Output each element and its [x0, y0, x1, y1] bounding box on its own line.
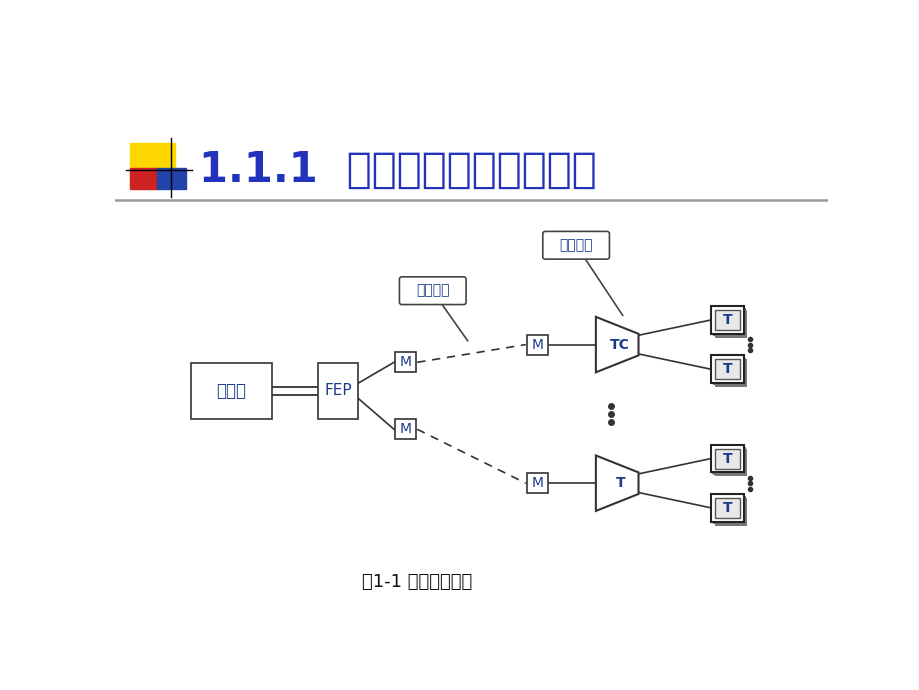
Bar: [712, 308, 745, 336]
Text: T: T: [721, 313, 732, 327]
Text: 1.1.1  面向终端的计算机网络: 1.1.1 面向终端的计算机网络: [199, 149, 596, 191]
FancyBboxPatch shape: [399, 277, 466, 304]
Text: 远程高速: 远程高速: [415, 284, 449, 297]
Bar: [714, 497, 739, 518]
Text: FEP: FEP: [324, 384, 352, 398]
Bar: [394, 353, 416, 373]
Bar: [714, 359, 746, 387]
Bar: [714, 448, 739, 469]
Text: T: T: [721, 451, 732, 466]
Bar: [714, 497, 746, 526]
Bar: [712, 357, 745, 386]
Text: T: T: [615, 476, 624, 490]
Polygon shape: [596, 317, 638, 373]
Bar: [190, 363, 272, 419]
Bar: [710, 494, 743, 522]
Polygon shape: [596, 455, 638, 511]
Text: M: M: [531, 337, 543, 352]
Bar: [156, 168, 186, 189]
Bar: [714, 310, 739, 330]
Bar: [714, 310, 746, 337]
Text: M: M: [531, 476, 543, 490]
Text: TC: TC: [609, 337, 630, 352]
Text: M: M: [399, 422, 411, 436]
Bar: [394, 420, 416, 440]
Bar: [526, 473, 548, 493]
Bar: [318, 363, 358, 419]
Text: 图1-1 远程联机系统: 图1-1 远程联机系统: [362, 573, 471, 591]
Bar: [711, 446, 743, 473]
Bar: [711, 357, 743, 384]
Bar: [711, 495, 743, 523]
Bar: [711, 307, 743, 335]
Bar: [714, 359, 739, 380]
Text: 计算机: 计算机: [216, 382, 246, 400]
Bar: [714, 448, 746, 476]
Bar: [710, 444, 743, 473]
Bar: [710, 355, 743, 383]
Bar: [712, 496, 745, 524]
Text: T: T: [721, 362, 732, 376]
Bar: [712, 447, 745, 475]
Bar: [130, 168, 158, 189]
Bar: [130, 143, 176, 185]
Text: T: T: [721, 501, 732, 515]
Bar: [710, 306, 743, 334]
Text: 近程低速: 近程低速: [559, 238, 592, 253]
FancyBboxPatch shape: [542, 231, 608, 259]
Bar: [526, 335, 548, 355]
Text: M: M: [399, 355, 411, 369]
